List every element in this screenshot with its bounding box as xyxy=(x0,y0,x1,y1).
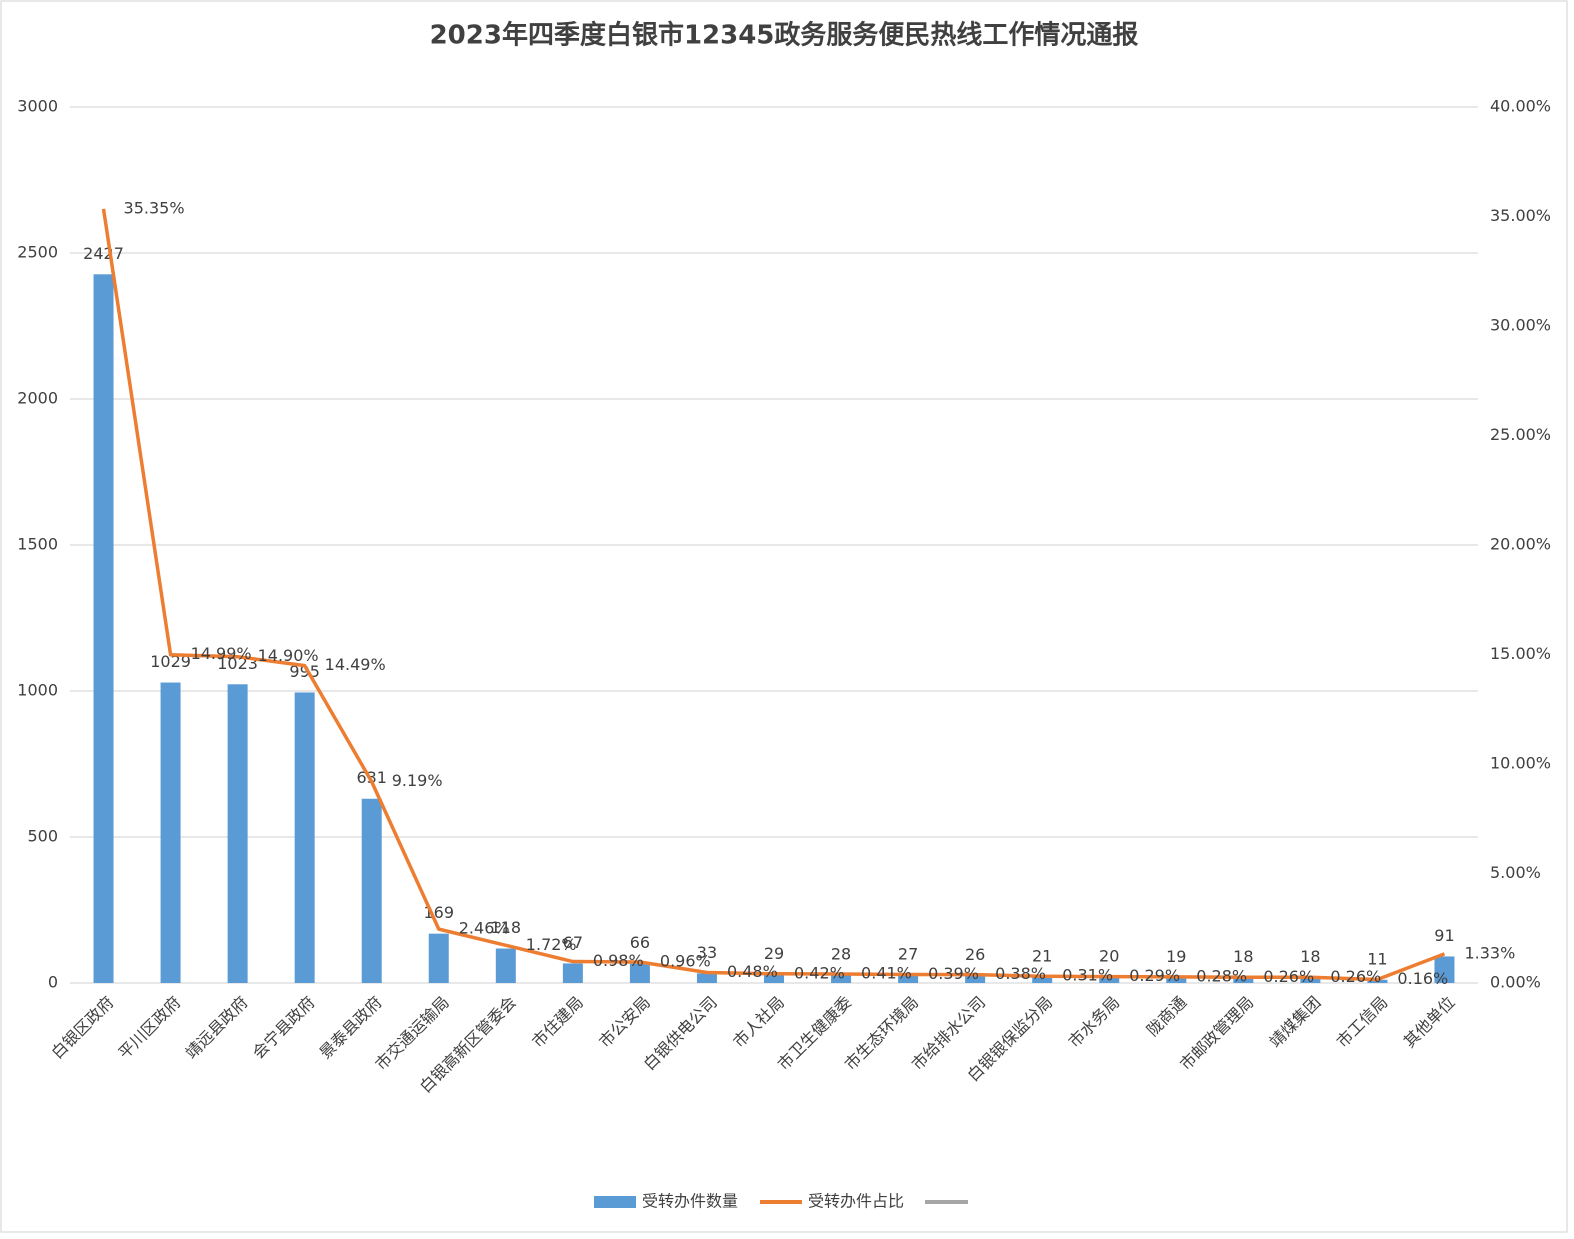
line-value-label: 0.31% xyxy=(1062,966,1113,985)
bar-value-label: 29 xyxy=(764,944,784,963)
bar xyxy=(1367,979,1388,983)
bar-value-label: 20 xyxy=(1099,947,1119,966)
y2-tick-label: 20.00% xyxy=(1490,535,1551,554)
bar-value-label: 19 xyxy=(1166,947,1186,966)
y-tick-label: 0 xyxy=(48,973,58,992)
bar xyxy=(898,975,919,983)
bar-value-label: 27 xyxy=(898,945,918,964)
line-value-label: 14.49% xyxy=(325,655,386,674)
line-value-label: 14.99% xyxy=(191,644,252,663)
line-value-label: 0.26% xyxy=(1263,967,1314,986)
y-tick-label: 1000 xyxy=(17,681,58,700)
legend-swatch xyxy=(594,1196,636,1208)
line-value-label: 0.98% xyxy=(593,951,644,970)
bar xyxy=(696,973,717,983)
bar-value-label: 67 xyxy=(563,933,583,952)
line-value-label: 1.33% xyxy=(1464,943,1515,962)
line-value-label: 2.46% xyxy=(459,919,510,938)
bar-value-label: 91 xyxy=(1434,926,1454,945)
chart-title: 2023年四季度白银市12345政务服务便民热线工作情况通报 xyxy=(430,20,1139,51)
bar-value-label: 66 xyxy=(630,933,650,952)
legend-label: 受转办件占比 xyxy=(808,1192,904,1211)
bar xyxy=(495,948,516,983)
bar-value-label: 1029 xyxy=(150,652,191,671)
bar-value-label: 33 xyxy=(697,943,717,962)
bar-value-label: 18 xyxy=(1300,947,1320,966)
line-value-label: 0.48% xyxy=(727,962,778,981)
bar-value-label: 169 xyxy=(423,903,454,922)
bar xyxy=(562,963,583,983)
bar xyxy=(1099,977,1120,983)
y-tick-label: 2000 xyxy=(17,389,58,408)
bar-value-label: 18 xyxy=(1233,947,1253,966)
y2-tick-label: 35.00% xyxy=(1490,206,1551,225)
bar-value-label: 11 xyxy=(1367,949,1387,968)
line-value-label: 0.29% xyxy=(1129,966,1180,985)
y2-tick-label: 10.00% xyxy=(1490,754,1551,773)
bar xyxy=(629,963,650,983)
bar-value-label: 2427 xyxy=(83,244,124,263)
y-tick-label: 2500 xyxy=(17,243,58,262)
bar xyxy=(160,682,181,983)
bar-value-label: 21 xyxy=(1032,946,1052,965)
line-value-label: 0.42% xyxy=(794,963,845,982)
legend-label: 受转办件数量 xyxy=(642,1192,738,1211)
bar xyxy=(428,933,449,983)
y-tick-label: 3000 xyxy=(17,97,58,116)
bar xyxy=(965,975,986,983)
y-tick-label: 1500 xyxy=(17,535,58,554)
line xyxy=(101,208,1446,982)
line-value-label: 35.35% xyxy=(124,198,185,217)
line-value-label: 14.90% xyxy=(258,646,319,665)
bar xyxy=(831,974,852,983)
line-value-label: 0.96% xyxy=(660,951,711,970)
line-value-label: 9.19% xyxy=(392,771,443,790)
y2-tick-label: 5.00% xyxy=(1490,863,1541,882)
line-value-label: 1.72% xyxy=(526,935,577,954)
bar xyxy=(294,692,315,983)
bar xyxy=(1032,976,1053,983)
y2-tick-label: 15.00% xyxy=(1490,644,1551,663)
y-tick-label: 500 xyxy=(27,827,58,846)
bar-value-label: 28 xyxy=(831,944,851,963)
bar xyxy=(1434,956,1455,983)
line-value-label: 0.26% xyxy=(1330,967,1381,986)
bar xyxy=(1300,977,1321,983)
y2-tick-label: 0.00% xyxy=(1490,973,1541,992)
bar xyxy=(361,798,382,983)
y2-tick-label: 40.00% xyxy=(1490,97,1551,116)
y2-tick-label: 25.00% xyxy=(1490,425,1551,444)
line-value-label: 0.28% xyxy=(1196,966,1247,985)
bar-value-label: 631 xyxy=(356,768,387,787)
bar-value-label: 26 xyxy=(965,945,985,964)
bar xyxy=(764,974,784,983)
bar xyxy=(1233,977,1254,983)
y2-tick-label: 30.00% xyxy=(1490,316,1551,335)
bar xyxy=(93,274,114,983)
bar xyxy=(1166,977,1187,983)
bar-value-label: 118 xyxy=(491,918,522,937)
line-value-label: 0.41% xyxy=(861,964,912,983)
line-value-label: 0.16% xyxy=(1397,969,1448,988)
line-value-label: 0.38% xyxy=(995,964,1046,983)
bar xyxy=(227,684,248,983)
line-value-label: 0.39% xyxy=(928,964,979,983)
